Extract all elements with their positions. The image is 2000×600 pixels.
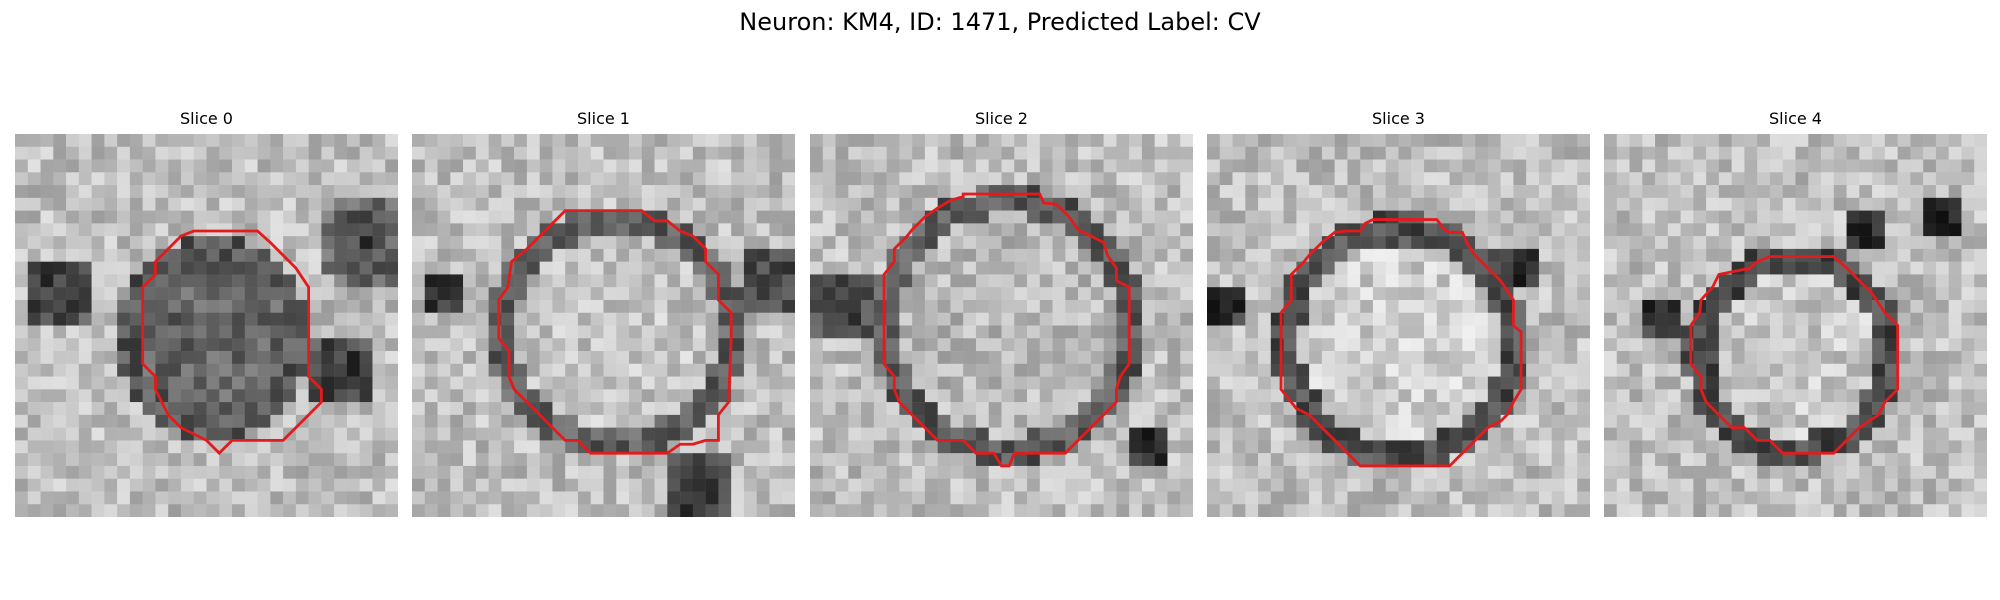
slice-panel-0: Slice 0 bbox=[15, 108, 398, 130]
slice-panel-3: Slice 3 bbox=[1207, 108, 1590, 130]
slice-image bbox=[412, 134, 795, 517]
slice-image bbox=[1207, 134, 1590, 517]
slice-image bbox=[1604, 134, 1987, 517]
slice-title: Slice 0 bbox=[15, 108, 398, 130]
slice-title: Slice 4 bbox=[1604, 108, 1987, 130]
slice-title: Slice 1 bbox=[412, 108, 795, 130]
slice-image bbox=[810, 134, 1193, 517]
slice-panel-1: Slice 1 bbox=[412, 108, 795, 130]
slice-image bbox=[15, 134, 398, 517]
slice-panel-2: Slice 2 bbox=[810, 108, 1193, 130]
figure-title: Neuron: KM4, ID: 1471, Predicted Label: … bbox=[0, 6, 2000, 38]
slice-title: Slice 2 bbox=[810, 108, 1193, 130]
slice-title: Slice 3 bbox=[1207, 108, 1590, 130]
slice-panel-4: Slice 4 bbox=[1604, 108, 1987, 130]
